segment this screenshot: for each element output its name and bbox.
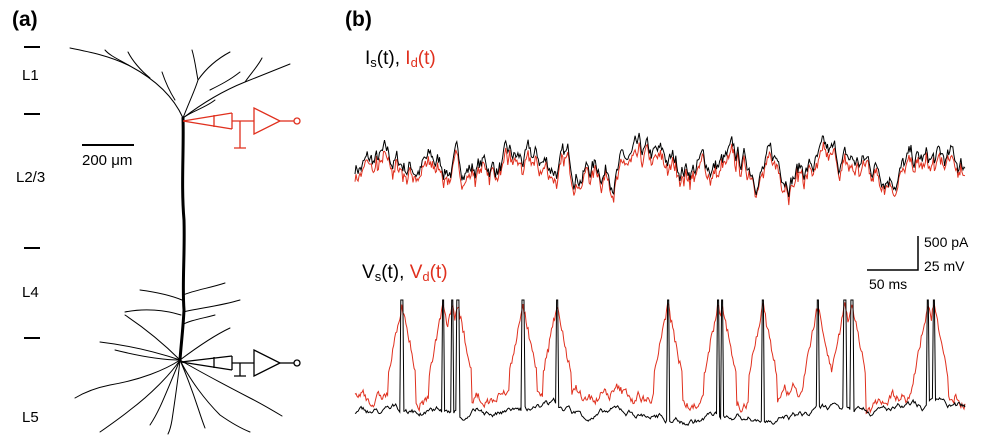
voltage-scale-label: 25 mV bbox=[924, 258, 965, 274]
current-trace-label: Is(t), Id(t) bbox=[365, 48, 436, 70]
current-scale-label: 500 pA bbox=[924, 234, 969, 250]
apical-tuft bbox=[69, 47, 291, 119]
layer-label-l23: L2/3 bbox=[16, 169, 46, 186]
oblique-dendrites bbox=[124, 282, 241, 326]
somatic-current-trace bbox=[354, 132, 966, 198]
layer-label-l1: L1 bbox=[22, 67, 39, 84]
somatic-voltage-trace bbox=[354, 299, 966, 427]
panel-a-label: (a) bbox=[12, 8, 38, 31]
layer-label-l5: L5 bbox=[22, 409, 39, 426]
apical-trunk bbox=[178, 116, 186, 362]
length-scale-label: 200 μm bbox=[82, 152, 133, 169]
voltage-traces bbox=[354, 299, 966, 427]
somatic-electrode bbox=[180, 348, 301, 378]
layer-boundary-tick bbox=[24, 113, 40, 115]
current-traces bbox=[354, 132, 966, 206]
panel-b-label: (b) bbox=[345, 8, 372, 31]
layer-label-l4: L4 bbox=[22, 284, 39, 301]
dendritic-electrode bbox=[182, 106, 301, 149]
neuron-morphology bbox=[69, 47, 291, 435]
trace-scale-bars bbox=[867, 236, 919, 271]
layer-boundary-tick bbox=[24, 247, 40, 249]
voltage-trace-label: Vs(t), Vd(t) bbox=[362, 262, 448, 284]
basal-dendrites bbox=[74, 314, 283, 435]
layer-boundary-tick bbox=[24, 46, 40, 48]
dendritic-voltage-trace bbox=[354, 302, 966, 415]
layer-boundary-tick bbox=[24, 337, 40, 339]
dendritic-current-trace bbox=[354, 141, 966, 206]
time-scale-label: 50 ms bbox=[869, 276, 908, 292]
